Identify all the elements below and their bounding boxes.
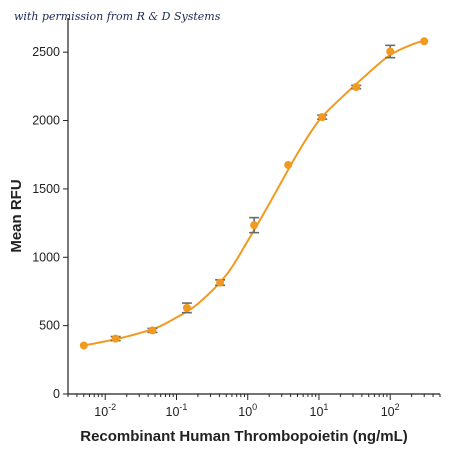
- y-tick-label: 0: [53, 387, 60, 401]
- data-point: [284, 160, 293, 169]
- data-points: [79, 37, 429, 350]
- data-point: [250, 221, 259, 230]
- data-point: [420, 37, 429, 46]
- y-axis-title: Mean RFU: [8, 179, 25, 252]
- data-point: [318, 113, 327, 122]
- data-point: [216, 278, 225, 287]
- x-tick-label: 101: [310, 402, 329, 419]
- y-tick-label: 2500: [32, 45, 60, 59]
- data-point: [111, 334, 120, 343]
- y-tick-labels: 0 500 1000 1500 2000 2500: [32, 45, 60, 401]
- x-tick-labels: 10-2 10-1 100 101 102: [94, 402, 399, 419]
- data-point: [386, 47, 395, 56]
- permission-caption: with permission from R & D Systems: [14, 10, 221, 23]
- y-tick-label: 500: [39, 319, 60, 333]
- x-tick-label: 10-1: [166, 402, 188, 419]
- data-point: [182, 303, 191, 312]
- x-tick-label: 102: [381, 402, 400, 419]
- x-tick-label: 10-2: [94, 402, 116, 419]
- y-tick-label: 1500: [32, 182, 60, 196]
- data-point: [352, 83, 361, 92]
- fit-curve: [83, 39, 425, 347]
- y-tick-label: 2000: [32, 114, 60, 128]
- data-point: [79, 341, 88, 350]
- data-point: [148, 326, 157, 335]
- x-axis-title: Recombinant Human Thrombopoietin (ng/mL): [80, 428, 407, 445]
- y-tick-label: 1000: [32, 250, 60, 264]
- x-tick-label: 100: [238, 402, 257, 419]
- error-bars: [110, 44, 396, 342]
